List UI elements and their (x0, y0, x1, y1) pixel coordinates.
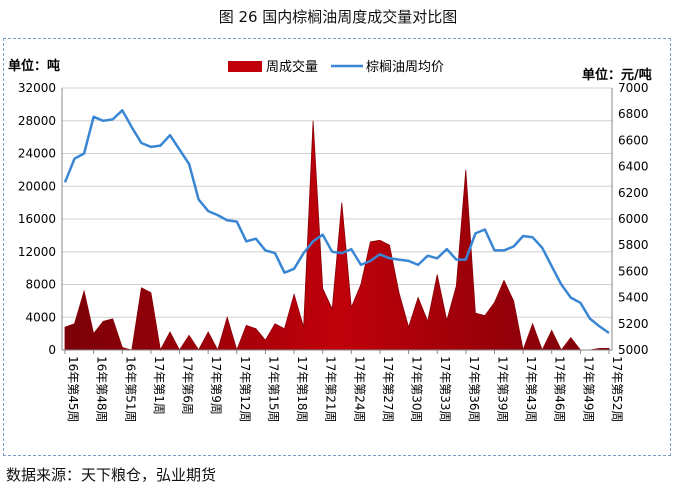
x-tick-label: 17年第36周 (467, 356, 481, 423)
figure-title: 图 26 国内棕榈油周度成交量对比图 (218, 8, 458, 26)
legend-label-volume: 周成交量 (266, 59, 318, 75)
x-tick-label: 17年第49周 (581, 356, 595, 423)
x-tick-label: 17年第6周 (181, 356, 195, 415)
y-left-tick-label: 12000 (18, 245, 56, 259)
x-tick-label: 17年第15周 (266, 356, 280, 423)
x-tick-label: 17年第52周 (610, 356, 624, 423)
x-tick-label: 16年第48周 (95, 356, 109, 423)
x-tick-label: 17年第24周 (352, 356, 366, 423)
y-right-tick-label: 5400 (618, 291, 649, 305)
y-right-tick-label: 5200 (618, 317, 649, 331)
volume-area (64, 120, 610, 352)
legend: 周成交量 棕榈油周均价 (228, 59, 444, 75)
x-tick-label: 17年第39周 (495, 356, 509, 423)
source-note: 数据来源：天下粮仓，弘业期货 (6, 466, 217, 484)
y-right-tick-label: 5800 (618, 238, 649, 252)
x-tick-label: 17年第46周 (553, 356, 567, 423)
x-tick-label: 17年第18周 (295, 356, 309, 423)
y-right-tick-label: 7000 (618, 81, 649, 95)
y-right-tick-label: 6600 (618, 133, 649, 147)
x-tick-label: 17年第27周 (381, 356, 395, 423)
y-right-tick-label: 5000 (618, 343, 649, 357)
x-tick-label: 17年第30周 (410, 356, 424, 423)
left-unit-label: 单位：吨 (8, 58, 60, 74)
x-tick-label: 17年第12周 (238, 356, 252, 423)
x-tick-label: 17年第43周 (524, 356, 538, 423)
x-tick-label: 17年第33周 (438, 356, 452, 423)
volume-area-series (64, 120, 610, 352)
x-tick-label: 17年第21周 (324, 356, 338, 423)
y-left-tick-label: 4000 (25, 310, 56, 324)
price-line-series (63, 109, 610, 335)
y-left-tick-label: 32000 (18, 81, 56, 95)
y-left-tick-label: 28000 (18, 114, 56, 128)
y-left-tick-label: 8000 (25, 278, 56, 292)
x-tick-label: 16年第51周 (123, 356, 137, 423)
y-right-tick-label: 6400 (618, 160, 649, 174)
right-unit-label: 单位：元/吨 (582, 67, 652, 83)
y-left-tick-label: 16000 (18, 212, 56, 226)
legend-label-price: 棕榈油周均价 (366, 60, 444, 75)
x-tick-label: 16年第45周 (66, 356, 80, 423)
x-tick-label: 17年第1周 (152, 356, 166, 415)
y-left-tick-label: 0 (48, 343, 56, 357)
y-left-tick-label: 20000 (18, 179, 56, 193)
price-line (63, 109, 610, 335)
chart-frame (3, 38, 671, 456)
y-right-tick-label: 6000 (618, 212, 649, 226)
axes: 0 4000 8000 12000 16000 20000 24000 28000 32000 5… (18, 81, 649, 423)
y-left-tick-label: 24000 (18, 147, 56, 161)
legend-swatch-volume (228, 61, 262, 72)
y-right-tick-label: 6200 (618, 186, 649, 200)
y-right-tick-label: 5600 (618, 264, 649, 278)
x-tick-label: 17年第9周 (209, 356, 223, 415)
y-right-tick-label: 6800 (618, 107, 649, 121)
